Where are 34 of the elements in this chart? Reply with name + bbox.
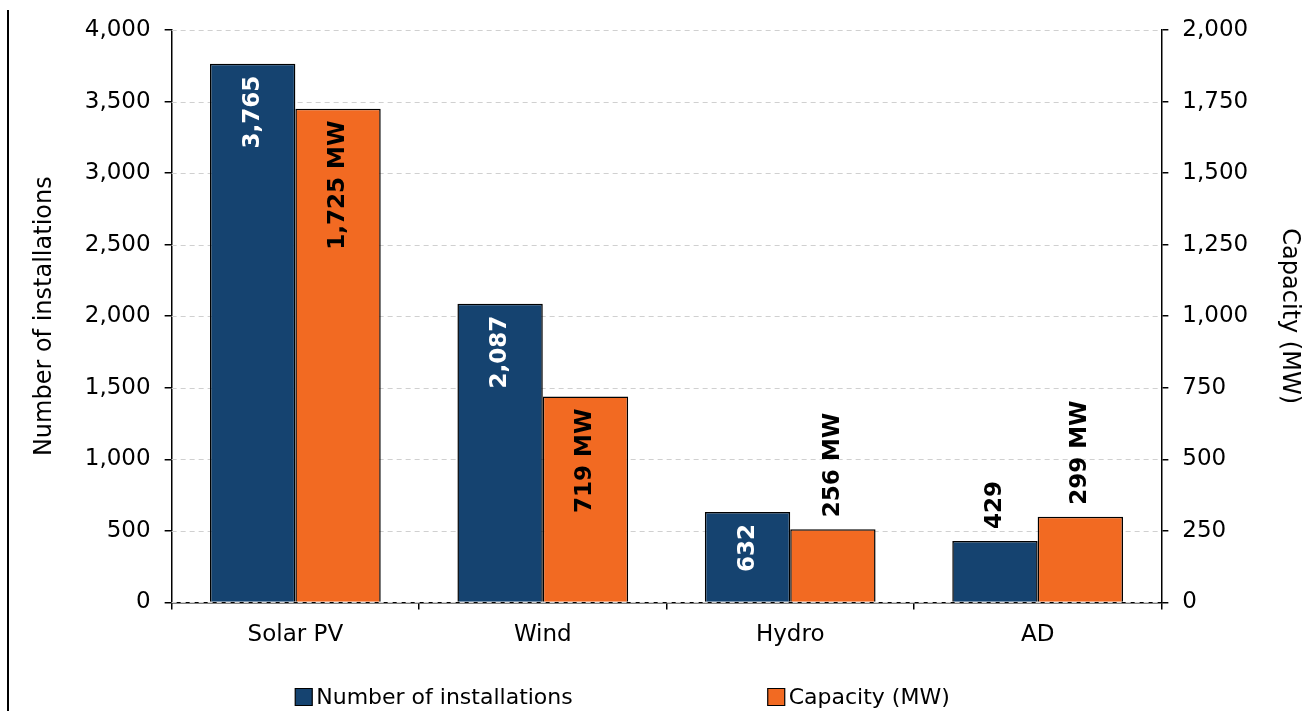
- y-tick-label: 1,000: [84, 444, 151, 471]
- x-tick-label: Solar PV: [247, 620, 344, 647]
- y2-tick-label: 500: [1182, 444, 1227, 471]
- y2-tick-label: 750: [1182, 372, 1227, 399]
- data-label: 3,765: [237, 75, 264, 149]
- y2-tick-label: 1,500: [1182, 158, 1249, 185]
- data-label: 719 MW: [570, 408, 597, 513]
- x-tick-label: Wind: [513, 620, 572, 647]
- data-label: 256 MW: [817, 412, 844, 518]
- y-tick-label: 3,000: [84, 158, 151, 185]
- y2-tick-label: 1,000: [1182, 301, 1249, 328]
- y2-tick-label: 1,250: [1182, 229, 1249, 256]
- legend-label: Capacity (MW): [788, 683, 950, 709]
- y-tick-label: 4,000: [84, 14, 151, 41]
- y-tick-label: 1,500: [84, 372, 151, 399]
- y-tick-label: 3,500: [84, 86, 151, 113]
- x-tick-label: AD: [1020, 620, 1055, 647]
- y2-tick-label: 0: [1182, 587, 1197, 614]
- data-label: 1,725 MW: [323, 120, 350, 250]
- y-tick-label: 2,000: [84, 301, 151, 328]
- x-tick-label: Hydro: [755, 620, 825, 647]
- y-axis-title: Number of installations: [28, 176, 57, 457]
- data-label: 2,087: [485, 315, 512, 389]
- y2-tick-label: 1,750: [1182, 86, 1249, 113]
- data-label: 632: [732, 523, 759, 572]
- data-label: 299 MW: [1065, 400, 1092, 505]
- y2-tick-label: 250: [1182, 515, 1227, 542]
- y-tick-label: 500: [106, 515, 151, 542]
- data-label: 429: [979, 480, 1006, 530]
- y2-axis-title: Capacity (MW): [1277, 228, 1306, 405]
- y-tick-label: 2,500: [84, 229, 151, 256]
- y-tick-label: 0: [136, 587, 151, 614]
- legend-label: Number of installations: [316, 683, 573, 709]
- y2-tick-label: 2,000: [1182, 14, 1249, 41]
